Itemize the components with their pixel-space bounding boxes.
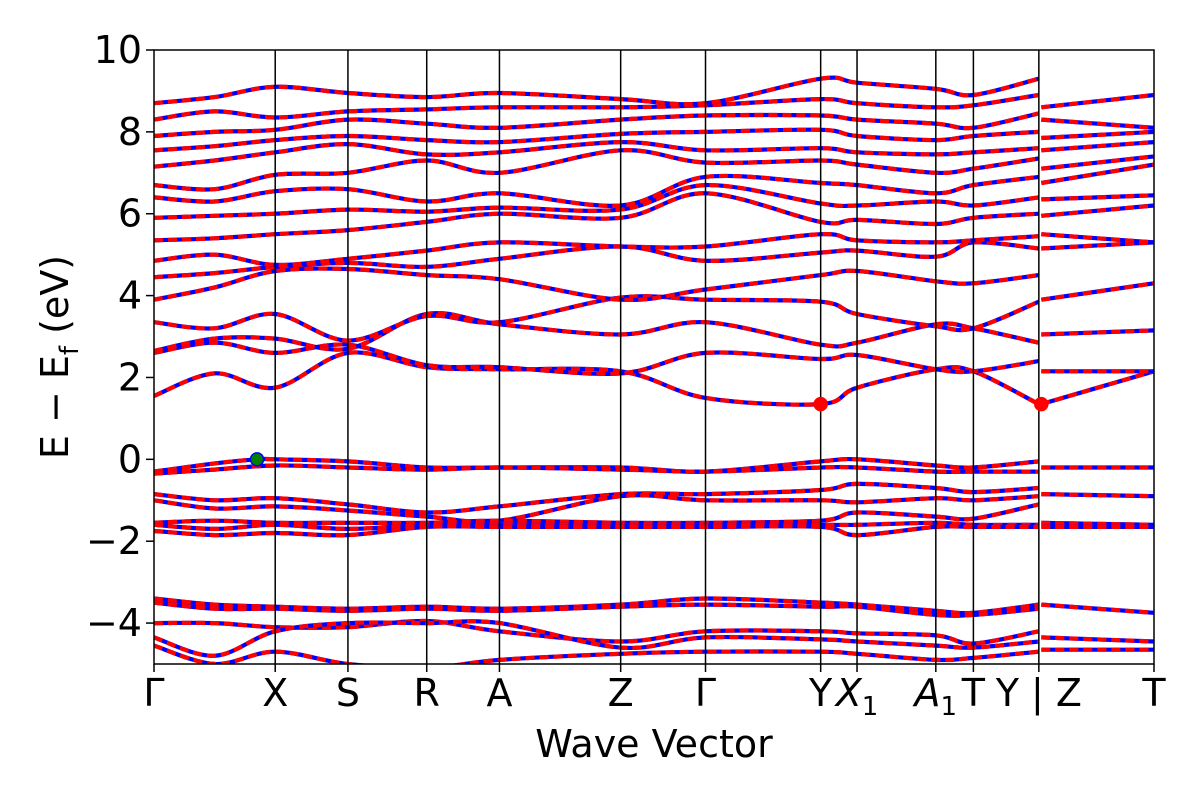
band-line-red <box>1041 232 1154 245</box>
band-line-blue <box>154 75 1040 107</box>
band-line-red <box>1041 129 1154 141</box>
band-line-blue <box>154 618 1040 646</box>
y-tick-label: −2 <box>86 519 142 563</box>
y-tick-label: 2 <box>118 355 142 399</box>
x-tick-label: Y | Z <box>995 671 1082 716</box>
x-tick-label: A <box>486 671 512 715</box>
band-line-blue <box>154 350 1040 407</box>
x-tick-label: Z <box>608 671 634 715</box>
y-tick-label: 6 <box>118 192 142 236</box>
band-line-red <box>1041 281 1154 302</box>
x-tick-label: R <box>414 671 440 715</box>
y-tick-label: 0 <box>118 437 142 481</box>
band-line-red <box>1041 635 1154 644</box>
x-tick-label: Y <box>808 671 833 715</box>
y-axis-label: E − Ef (eV) <box>33 255 85 459</box>
band-line-red <box>1041 140 1154 153</box>
band-line-red <box>1041 117 1154 130</box>
band-edge-markers <box>249 396 1049 467</box>
x-tick-label: S <box>336 671 360 715</box>
band-line-red <box>1041 602 1154 615</box>
band-line-red <box>1041 92 1154 110</box>
x-axis-label: Wave Vector <box>535 722 773 766</box>
x-tick-label: T <box>1141 671 1166 715</box>
y-tick-label: 8 <box>118 110 142 154</box>
y-tick-label: 4 <box>118 274 142 318</box>
band-line-red <box>1041 492 1154 499</box>
band-line-red <box>154 643 1039 664</box>
band-line-red <box>1040 162 1154 186</box>
band-line-red <box>154 350 1040 407</box>
x-tick-label: X1 <box>834 671 879 722</box>
y-tick-label: −4 <box>86 601 142 645</box>
x-tick-label: A1 <box>912 671 958 722</box>
band-line-red <box>1041 520 1154 527</box>
band-line-red <box>1041 154 1154 171</box>
cbm-marker <box>813 396 828 412</box>
band-line-red <box>154 148 1040 192</box>
y-axis-ticks: −4 −2 0 2 4 6 8 10 <box>86 28 154 645</box>
band-line-red <box>1041 193 1154 202</box>
band-line-red <box>1041 203 1154 218</box>
band-line-red <box>1041 328 1154 337</box>
band-line-red <box>154 266 1040 303</box>
band-line-blue <box>154 266 1040 303</box>
band-lines <box>154 75 1154 664</box>
y-tick-label: 10 <box>94 28 142 72</box>
cbm-marker <box>1034 396 1049 412</box>
band-line-red <box>154 340 1040 376</box>
high-symmetry-lines <box>274 50 1040 664</box>
plot-frame <box>153 49 1155 665</box>
x-tick-label: X <box>262 671 288 715</box>
band-line-red <box>1040 369 1154 407</box>
x-tick-label: Γ <box>695 671 716 715</box>
band-line-red <box>154 75 1040 107</box>
vbm-marker <box>249 452 265 467</box>
x-tick-label: T <box>961 671 986 715</box>
x-tick-label: Γ <box>143 671 164 715</box>
